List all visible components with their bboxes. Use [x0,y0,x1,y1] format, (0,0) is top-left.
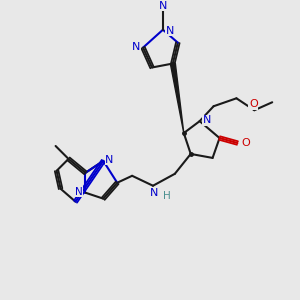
Text: N: N [202,115,211,125]
Text: N: N [105,155,113,165]
Polygon shape [170,63,184,133]
Text: N: N [132,42,140,52]
Text: O: O [249,99,258,109]
Text: N: N [166,26,174,36]
Text: N: N [150,188,158,198]
Text: H: H [163,191,171,201]
Text: N: N [75,187,82,197]
Text: N: N [159,1,167,11]
Text: O: O [241,138,250,148]
